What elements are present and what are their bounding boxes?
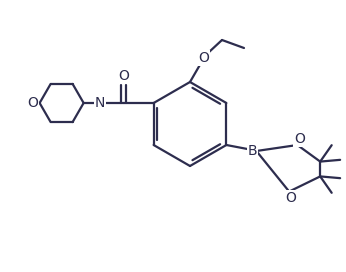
Text: O: O xyxy=(118,69,129,83)
Text: O: O xyxy=(27,96,38,110)
Text: N: N xyxy=(94,96,105,110)
Text: O: O xyxy=(294,132,305,146)
Text: O: O xyxy=(199,51,209,65)
Text: O: O xyxy=(286,191,297,205)
Text: B: B xyxy=(247,144,257,158)
